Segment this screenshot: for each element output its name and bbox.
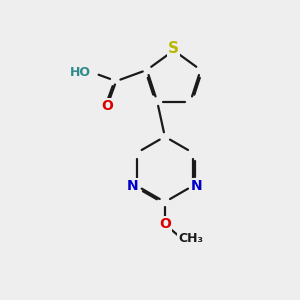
Text: S: S	[168, 41, 179, 56]
Text: O: O	[102, 99, 113, 113]
Text: N: N	[127, 179, 139, 193]
Text: O: O	[159, 217, 171, 231]
Text: N: N	[191, 179, 203, 193]
Text: CH₃: CH₃	[178, 232, 203, 245]
Text: HO: HO	[70, 66, 91, 79]
